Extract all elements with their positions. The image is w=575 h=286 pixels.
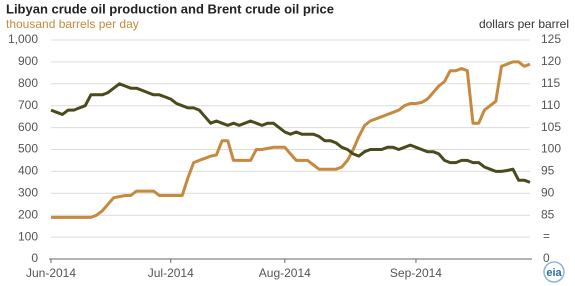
y-tick-label: 1,000: [8, 32, 38, 46]
y-tick-label: 600: [18, 120, 38, 134]
y2-break-symbol: =: [543, 229, 550, 243]
x-tick-label: Jun-2014: [26, 266, 76, 280]
y2-tick-label: 125: [541, 32, 561, 46]
y2-tick-label: 95: [541, 164, 555, 178]
y2-tick-label: 115: [541, 76, 560, 90]
y-tick-label: 0: [31, 251, 38, 265]
series-line: [51, 60, 531, 219]
x-tick-label: Aug-2014: [259, 266, 311, 280]
series-line: [50, 82, 531, 184]
x-tick-label: Sep-2014: [390, 266, 442, 280]
y-tick-label: 500: [18, 142, 38, 156]
logo-ring: [543, 261, 565, 283]
y2-tick-label: 85: [541, 207, 555, 221]
y2-tick-label: 120: [541, 54, 561, 68]
y2-tick-label: 100: [541, 142, 561, 156]
y2-break-origin: 0: [543, 251, 550, 265]
logo-text: eia: [546, 267, 562, 279]
y2-axis-label: dollars per barrel: [479, 17, 569, 31]
y-tick-label: 800: [18, 76, 38, 90]
y-tick-label: 300: [18, 185, 38, 199]
y-tick-label: 900: [18, 54, 38, 68]
y2-tick-label: 110: [541, 98, 560, 112]
x-tick-label: Jul-2014: [148, 266, 194, 280]
y-tick-label: 700: [18, 98, 38, 112]
y-tick-label: 400: [18, 164, 38, 178]
y-tick-label: 200: [18, 207, 38, 221]
y2-tick-label: 105: [541, 120, 561, 134]
chart-title: Libyan crude oil production and Brent cr…: [6, 1, 334, 16]
logo: eia: [543, 261, 565, 283]
y-axis-label: thousand barrels per day: [6, 17, 139, 31]
y-tick-label: 100: [18, 229, 38, 243]
y2-tick-label: 90: [541, 185, 555, 199]
